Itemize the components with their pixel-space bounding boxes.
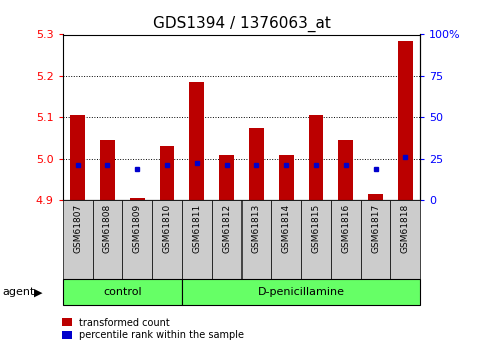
Bar xyxy=(63,200,93,279)
Bar xyxy=(368,194,383,200)
Bar xyxy=(390,200,420,279)
Text: GSM61815: GSM61815 xyxy=(312,204,320,253)
Bar xyxy=(271,200,301,279)
Text: GSM61809: GSM61809 xyxy=(133,204,142,253)
Text: GSM61818: GSM61818 xyxy=(401,204,410,253)
Bar xyxy=(93,200,122,279)
Bar xyxy=(331,200,361,279)
Bar xyxy=(338,140,353,200)
Bar xyxy=(212,200,242,279)
Bar xyxy=(100,140,115,200)
Text: GSM61808: GSM61808 xyxy=(103,204,112,253)
Title: GDS1394 / 1376063_at: GDS1394 / 1376063_at xyxy=(153,16,330,32)
Bar xyxy=(361,200,390,279)
Text: GSM61811: GSM61811 xyxy=(192,204,201,253)
Bar xyxy=(242,200,271,279)
Bar xyxy=(182,279,420,305)
Text: GSM61816: GSM61816 xyxy=(341,204,350,253)
Bar xyxy=(219,155,234,200)
Bar xyxy=(279,155,294,200)
Bar xyxy=(122,200,152,279)
Text: agent: agent xyxy=(2,287,35,297)
Text: GSM61814: GSM61814 xyxy=(282,204,291,253)
Text: D-penicillamine: D-penicillamine xyxy=(257,287,344,297)
Bar xyxy=(70,115,85,200)
Bar xyxy=(398,41,413,200)
Bar xyxy=(249,128,264,200)
Legend: transformed count, percentile rank within the sample: transformed count, percentile rank withi… xyxy=(58,314,248,344)
Bar xyxy=(189,82,204,200)
Bar xyxy=(301,200,331,279)
Text: GSM61807: GSM61807 xyxy=(73,204,82,253)
Bar xyxy=(130,198,145,200)
Bar xyxy=(159,146,174,200)
Bar xyxy=(152,200,182,279)
Bar xyxy=(63,279,182,305)
Bar xyxy=(309,115,324,200)
Text: GSM61812: GSM61812 xyxy=(222,204,231,253)
Text: control: control xyxy=(103,287,142,297)
Text: GSM61817: GSM61817 xyxy=(371,204,380,253)
Text: ▶: ▶ xyxy=(34,287,43,297)
Bar xyxy=(182,200,212,279)
Text: GSM61810: GSM61810 xyxy=(163,204,171,253)
Text: GSM61813: GSM61813 xyxy=(252,204,261,253)
